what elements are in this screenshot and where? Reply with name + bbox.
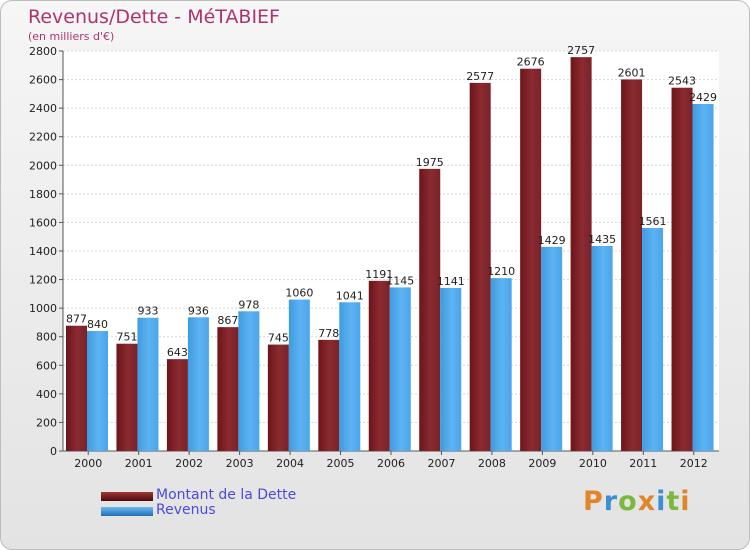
y-tick-label: 1800 — [29, 188, 57, 201]
chart-subtitle: (en milliers d'€) — [28, 30, 115, 43]
value-label-revenus: 1435 — [588, 233, 616, 246]
x-tick-label: 2007 — [427, 457, 455, 470]
value-label-revenus: 2429 — [689, 91, 717, 104]
y-tick-label: 400 — [36, 388, 57, 401]
y-tick-label: 800 — [36, 331, 57, 344]
bar-dette — [318, 339, 340, 451]
x-tick-label: 2002 — [175, 457, 203, 470]
bar-dette — [217, 327, 239, 451]
y-tick-label: 0 — [50, 445, 57, 458]
logo-letter: o — [618, 486, 638, 517]
x-tick-label: 2008 — [478, 457, 506, 470]
y-tick-label: 1200 — [29, 274, 57, 287]
bar-revenus — [238, 311, 260, 451]
legend-swatch-revenus — [101, 507, 153, 516]
bar-revenus — [87, 331, 108, 451]
logo-letter: P — [583, 486, 604, 517]
bar-revenus — [389, 287, 411, 451]
bar-revenus — [642, 228, 664, 451]
y-tick-label: 600 — [36, 359, 57, 372]
value-label-revenus: 1561 — [639, 215, 667, 228]
y-tick-label: 200 — [36, 416, 57, 429]
value-label-dette: 778 — [318, 327, 339, 340]
value-label-revenus: 933 — [137, 305, 158, 318]
value-label-revenus: 1429 — [538, 234, 566, 247]
legend-label-revenus: Revenus — [156, 502, 216, 518]
value-label-revenus: 978 — [238, 298, 259, 311]
x-tick-label: 2005 — [327, 457, 355, 470]
value-label-dette: 2676 — [517, 56, 545, 69]
y-tick-label: 1600 — [29, 216, 57, 229]
legend-label-dette: Montant de la Dette — [156, 487, 297, 503]
logo-letter: r — [603, 486, 619, 517]
x-tick-label: 2004 — [276, 457, 304, 470]
proxiti-logo: Proxiti — [583, 486, 691, 517]
value-label-dette: 877 — [66, 313, 87, 326]
bar-revenus — [490, 278, 512, 451]
value-label-revenus: 1145 — [386, 274, 414, 287]
value-label-dette: 867 — [217, 314, 238, 327]
y-tick-label: 2400 — [29, 102, 57, 115]
x-tick-label: 2012 — [680, 457, 708, 470]
bar-dette — [671, 87, 693, 451]
bar-revenus — [692, 104, 714, 451]
y-tick-label: 2600 — [29, 74, 57, 87]
y-tick-label: 1000 — [29, 302, 57, 315]
logo-letter: x — [637, 486, 657, 517]
bar-dette — [116, 343, 138, 451]
value-label-revenus: 840 — [87, 318, 108, 331]
value-label-dette: 1975 — [416, 156, 444, 169]
value-label-revenus: 1041 — [336, 289, 364, 302]
logo-letter: i — [656, 486, 667, 517]
value-label-dette: 643 — [167, 346, 188, 359]
bar-dette — [419, 168, 441, 451]
x-tick-label: 2003 — [226, 457, 254, 470]
bar-revenus — [591, 246, 613, 451]
bar-dette — [66, 325, 87, 451]
logo-letter: t — [666, 486, 681, 517]
y-tick-label: 2200 — [29, 131, 57, 144]
value-label-dette: 2543 — [668, 75, 696, 88]
y-tick-label: 2000 — [29, 159, 57, 172]
bar-dette — [267, 344, 289, 451]
bar-revenus — [187, 317, 209, 451]
value-label-dette: 2757 — [567, 44, 595, 57]
bar-revenus — [137, 317, 159, 451]
value-label-revenus: 936 — [188, 304, 209, 317]
x-tick-label: 2010 — [579, 457, 607, 470]
value-label-dette: 745 — [268, 332, 289, 345]
chart-title: Revenus/Dette - MéTABIEF — [28, 6, 280, 28]
bar-revenus — [440, 288, 462, 451]
value-label-dette: 751 — [116, 331, 137, 344]
bar-revenus — [288, 299, 310, 451]
bar-dette — [621, 79, 643, 451]
bar-dette — [368, 280, 390, 451]
value-label-revenus: 1060 — [285, 287, 313, 300]
x-tick-label: 2001 — [125, 457, 153, 470]
x-tick-label: 2006 — [377, 457, 405, 470]
x-tick-label: 2009 — [528, 457, 556, 470]
bar-dette — [166, 359, 188, 451]
value-label-dette: 2601 — [618, 66, 646, 79]
value-label-dette: 1191 — [365, 268, 393, 281]
value-label-revenus: 1210 — [487, 265, 515, 278]
bar-dette — [520, 68, 542, 451]
value-label-dette: 2577 — [466, 70, 494, 83]
y-tick-label: 1400 — [29, 245, 57, 258]
value-label-revenus: 1141 — [437, 275, 465, 288]
x-tick-label: 2011 — [629, 457, 657, 470]
logo-letter: i — [680, 486, 691, 517]
bar-dette — [469, 82, 491, 451]
bar-revenus — [339, 302, 361, 451]
y-tick-label: 2800 — [29, 45, 57, 58]
x-tick-label: 2000 — [74, 457, 102, 470]
bar-revenus — [541, 246, 563, 451]
legend-swatch-dette — [101, 492, 153, 501]
bar-dette — [570, 57, 592, 452]
